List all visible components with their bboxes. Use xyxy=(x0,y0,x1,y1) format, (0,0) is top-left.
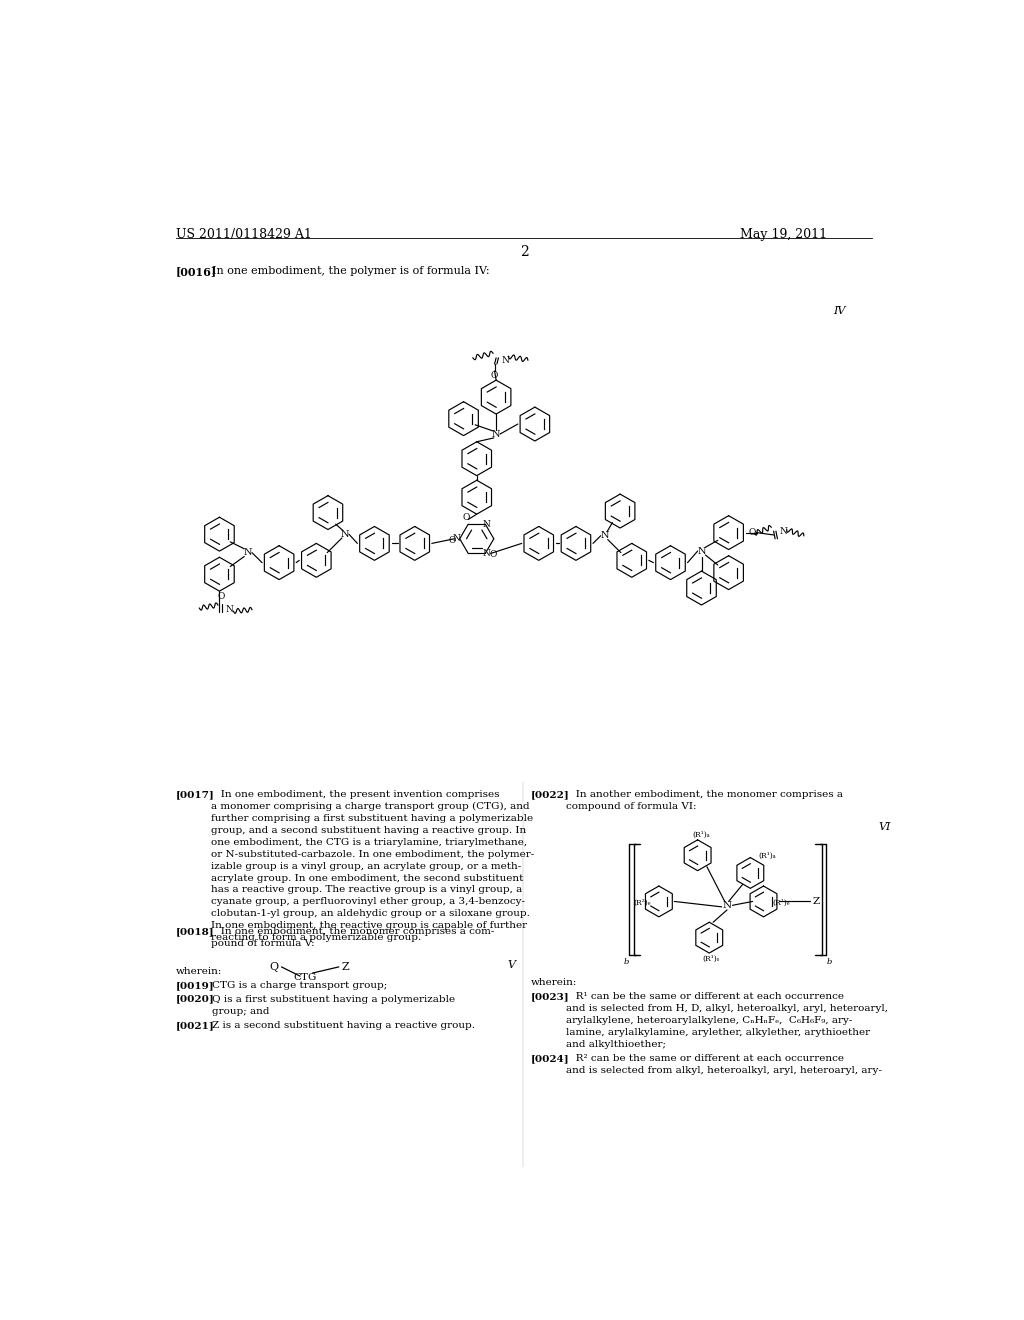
Text: CTG: CTG xyxy=(293,973,316,982)
Text: US 2011/0118429 A1: US 2011/0118429 A1 xyxy=(176,227,312,240)
Text: (R¹)ₛ: (R¹)ₛ xyxy=(702,954,720,962)
Text: [0019]: [0019] xyxy=(176,981,215,990)
Text: N: N xyxy=(697,546,706,556)
Text: N: N xyxy=(723,900,731,909)
Text: R¹ can be the same or different at each occurrence
and is selected from H, D, al: R¹ can be the same or different at each … xyxy=(566,993,888,1049)
Text: [0023]: [0023] xyxy=(531,993,569,1002)
Text: Z: Z xyxy=(341,962,349,972)
Text: [0016]: [0016] xyxy=(176,267,217,277)
Text: IV: IV xyxy=(834,306,846,317)
Text: wherein:: wherein: xyxy=(176,966,222,975)
Text: N: N xyxy=(483,549,490,558)
Text: (R¹)ₑ: (R¹)ₑ xyxy=(772,899,791,907)
Text: May 19, 2011: May 19, 2011 xyxy=(740,227,827,240)
Text: O: O xyxy=(217,593,224,601)
Text: b: b xyxy=(826,957,833,965)
Text: (R²)ₑ: (R²)ₑ xyxy=(633,899,650,907)
Text: VI: VI xyxy=(879,822,891,832)
Text: 2: 2 xyxy=(520,244,529,259)
Text: N: N xyxy=(341,529,349,539)
Text: (R¹)ₐ: (R¹)ₐ xyxy=(759,851,776,861)
Text: N: N xyxy=(492,429,501,438)
Text: N: N xyxy=(779,528,787,536)
Text: CTG is a charge transport group;: CTG is a charge transport group; xyxy=(212,981,388,990)
Text: [0022]: [0022] xyxy=(531,789,569,799)
Text: wherein:: wherein: xyxy=(531,978,578,987)
Text: (R¹)ₐ: (R¹)ₐ xyxy=(692,830,711,838)
Text: V: V xyxy=(508,961,516,970)
Text: R² can be the same or different at each occurrence
and is selected from alkyl, h: R² can be the same or different at each … xyxy=(566,1053,882,1074)
Text: N: N xyxy=(453,535,461,544)
Text: N: N xyxy=(600,531,609,540)
Text: [0024]: [0024] xyxy=(531,1053,569,1063)
Text: In one embodiment, the polymer is of formula IV:: In one embodiment, the polymer is of for… xyxy=(212,267,490,276)
Text: [0020]: [0020] xyxy=(176,995,215,1003)
Text: b: b xyxy=(624,957,629,965)
Text: O: O xyxy=(489,550,497,560)
Text: Z: Z xyxy=(813,898,820,906)
Text: O: O xyxy=(749,528,756,537)
Text: In one embodiment, the monomer comprises a com-
pound of formula V:: In one embodiment, the monomer comprises… xyxy=(211,927,495,948)
Text: Q: Q xyxy=(269,962,279,972)
Text: In another embodiment, the monomer comprises a
compound of formula VI:: In another embodiment, the monomer compr… xyxy=(566,789,843,810)
Text: [0021]: [0021] xyxy=(176,1020,215,1030)
Text: N: N xyxy=(225,605,233,614)
Text: O: O xyxy=(449,536,456,545)
Text: O: O xyxy=(462,513,470,523)
Text: [0017]: [0017] xyxy=(176,789,215,799)
Text: Z is a second substituent having a reactive group.: Z is a second substituent having a react… xyxy=(212,1020,475,1030)
Text: N: N xyxy=(502,355,509,364)
Text: N: N xyxy=(483,520,490,528)
Text: [0018]: [0018] xyxy=(176,927,215,936)
Text: N: N xyxy=(244,548,252,557)
Text: In one embodiment, the present invention comprises
a monomer comprising a charge: In one embodiment, the present invention… xyxy=(211,789,535,942)
Text: O: O xyxy=(490,371,499,380)
Text: Q is a first substituent having a polymerizable
group; and: Q is a first substituent having a polyme… xyxy=(212,995,456,1015)
